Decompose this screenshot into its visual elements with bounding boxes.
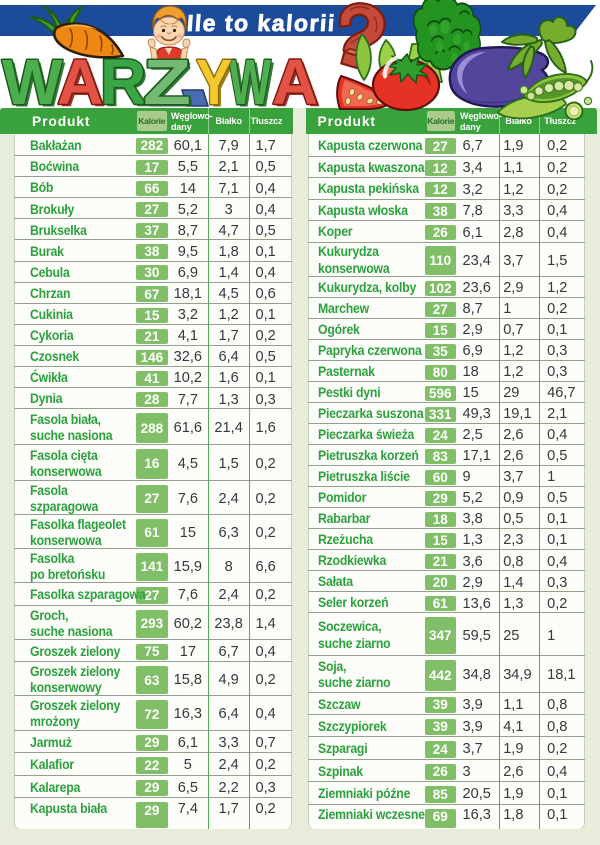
svg-text:W: W xyxy=(2,46,63,118)
svg-text:Y: Y xyxy=(196,46,232,118)
svg-text:W: W xyxy=(5,49,66,121)
svg-text:A: A xyxy=(60,49,106,121)
svg-text:Z: Z xyxy=(143,46,191,118)
svg-text:W: W xyxy=(232,49,274,121)
svg-text:Z: Z xyxy=(146,49,194,121)
svg-text:A: A xyxy=(275,49,321,121)
svg-text:R: R xyxy=(103,49,149,121)
svg-text:A: A xyxy=(272,46,318,118)
svg-text:Y: Y xyxy=(199,49,235,121)
svg-text:W: W xyxy=(229,46,271,118)
